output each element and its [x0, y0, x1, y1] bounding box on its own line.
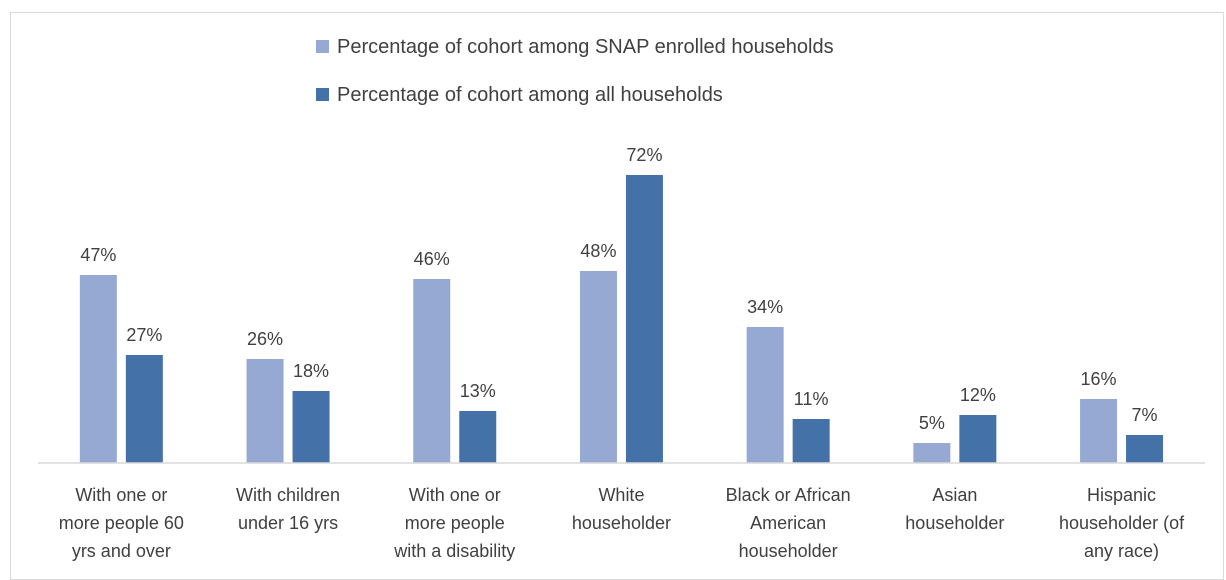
data-label-6-0: 16% [1081, 369, 1117, 389]
category-label-line: With one or [75, 485, 167, 505]
category-label-line: Asian [932, 485, 977, 505]
category-label-line: White [598, 485, 644, 505]
category-label-line: under 16 yrs [238, 513, 338, 533]
category-label-line: more people 60 [59, 513, 184, 533]
category-label-4: Black or African American householder [726, 485, 851, 561]
bar-6-1 [1126, 435, 1164, 463]
category-label-line: Hispanic [1087, 485, 1156, 505]
bar-2-1 [459, 411, 497, 463]
bar-2-0 [413, 279, 451, 463]
category-label-line: householder [739, 541, 838, 561]
legend-label-0: Percentage of cohort among SNAP enrolled… [337, 36, 834, 58]
category-label-6: Hispanic householder (of any race) [1059, 485, 1185, 561]
bar-1-0 [246, 359, 284, 463]
data-label-3-1: 72% [626, 145, 662, 165]
category-label-3: White householder [572, 485, 671, 533]
category-label-line: with a disability [393, 541, 515, 561]
data-label-4-0: 34% [747, 297, 783, 317]
bar-3-1 [625, 175, 663, 463]
data-label-0-1: 27% [126, 325, 162, 345]
data-labels: 47% 27% 26% 18% 46% 13% 48% 72% 34% 11% 5% 12% 16% 7% [80, 145, 1157, 433]
bar-1-1 [292, 391, 330, 463]
data-label-0-0: 47% [80, 245, 116, 265]
category-label-line: more people [405, 513, 505, 533]
bar-3-0 [579, 271, 617, 463]
bar-4-1 [792, 419, 830, 463]
bars [79, 175, 1164, 463]
category-labels: With one or more people 60 yrs and overWit… [59, 485, 1185, 561]
bar-4-0 [746, 327, 784, 463]
data-label-3-0: 48% [580, 241, 616, 261]
category-label-line: householder (of [1059, 513, 1185, 533]
legend-swatch-1 [316, 88, 329, 101]
data-label-5-0: 5% [919, 413, 945, 433]
category-label-line: American [750, 513, 826, 533]
data-label-6-1: 7% [1132, 405, 1158, 425]
bar-5-1 [959, 415, 997, 463]
data-label-4-1: 11% [794, 389, 829, 409]
category-label-line: Black or African [726, 485, 851, 505]
bar-0-1 [125, 355, 163, 463]
legend-swatch-0 [316, 40, 329, 53]
category-label-line: With children [236, 485, 340, 505]
category-label-line: householder [572, 513, 671, 533]
data-label-2-0: 46% [414, 249, 450, 269]
bar-5-0 [913, 443, 951, 463]
category-label-1: With children under 16 yrs [236, 485, 340, 533]
bar-0-0 [79, 275, 117, 463]
data-label-1-0: 26% [247, 329, 283, 349]
category-label-line: householder [905, 513, 1004, 533]
bar-6-0 [1080, 399, 1118, 463]
legend-label-1: Percentage of cohort among all household… [337, 84, 723, 106]
data-label-5-1: 12% [960, 385, 996, 405]
category-label-line: any race) [1084, 541, 1159, 561]
category-label-2: With one or more people with a disability [393, 485, 515, 561]
category-label-line: yrs and over [72, 541, 171, 561]
category-label-0: With one or more people 60 yrs and over [59, 485, 184, 561]
legend: Percentage of cohort among SNAP enrolled… [316, 36, 834, 106]
data-label-1-1: 18% [293, 361, 329, 381]
category-label-5: Asian householder [905, 485, 1004, 533]
data-label-2-1: 13% [460, 381, 496, 401]
category-label-line: With one or [409, 485, 501, 505]
